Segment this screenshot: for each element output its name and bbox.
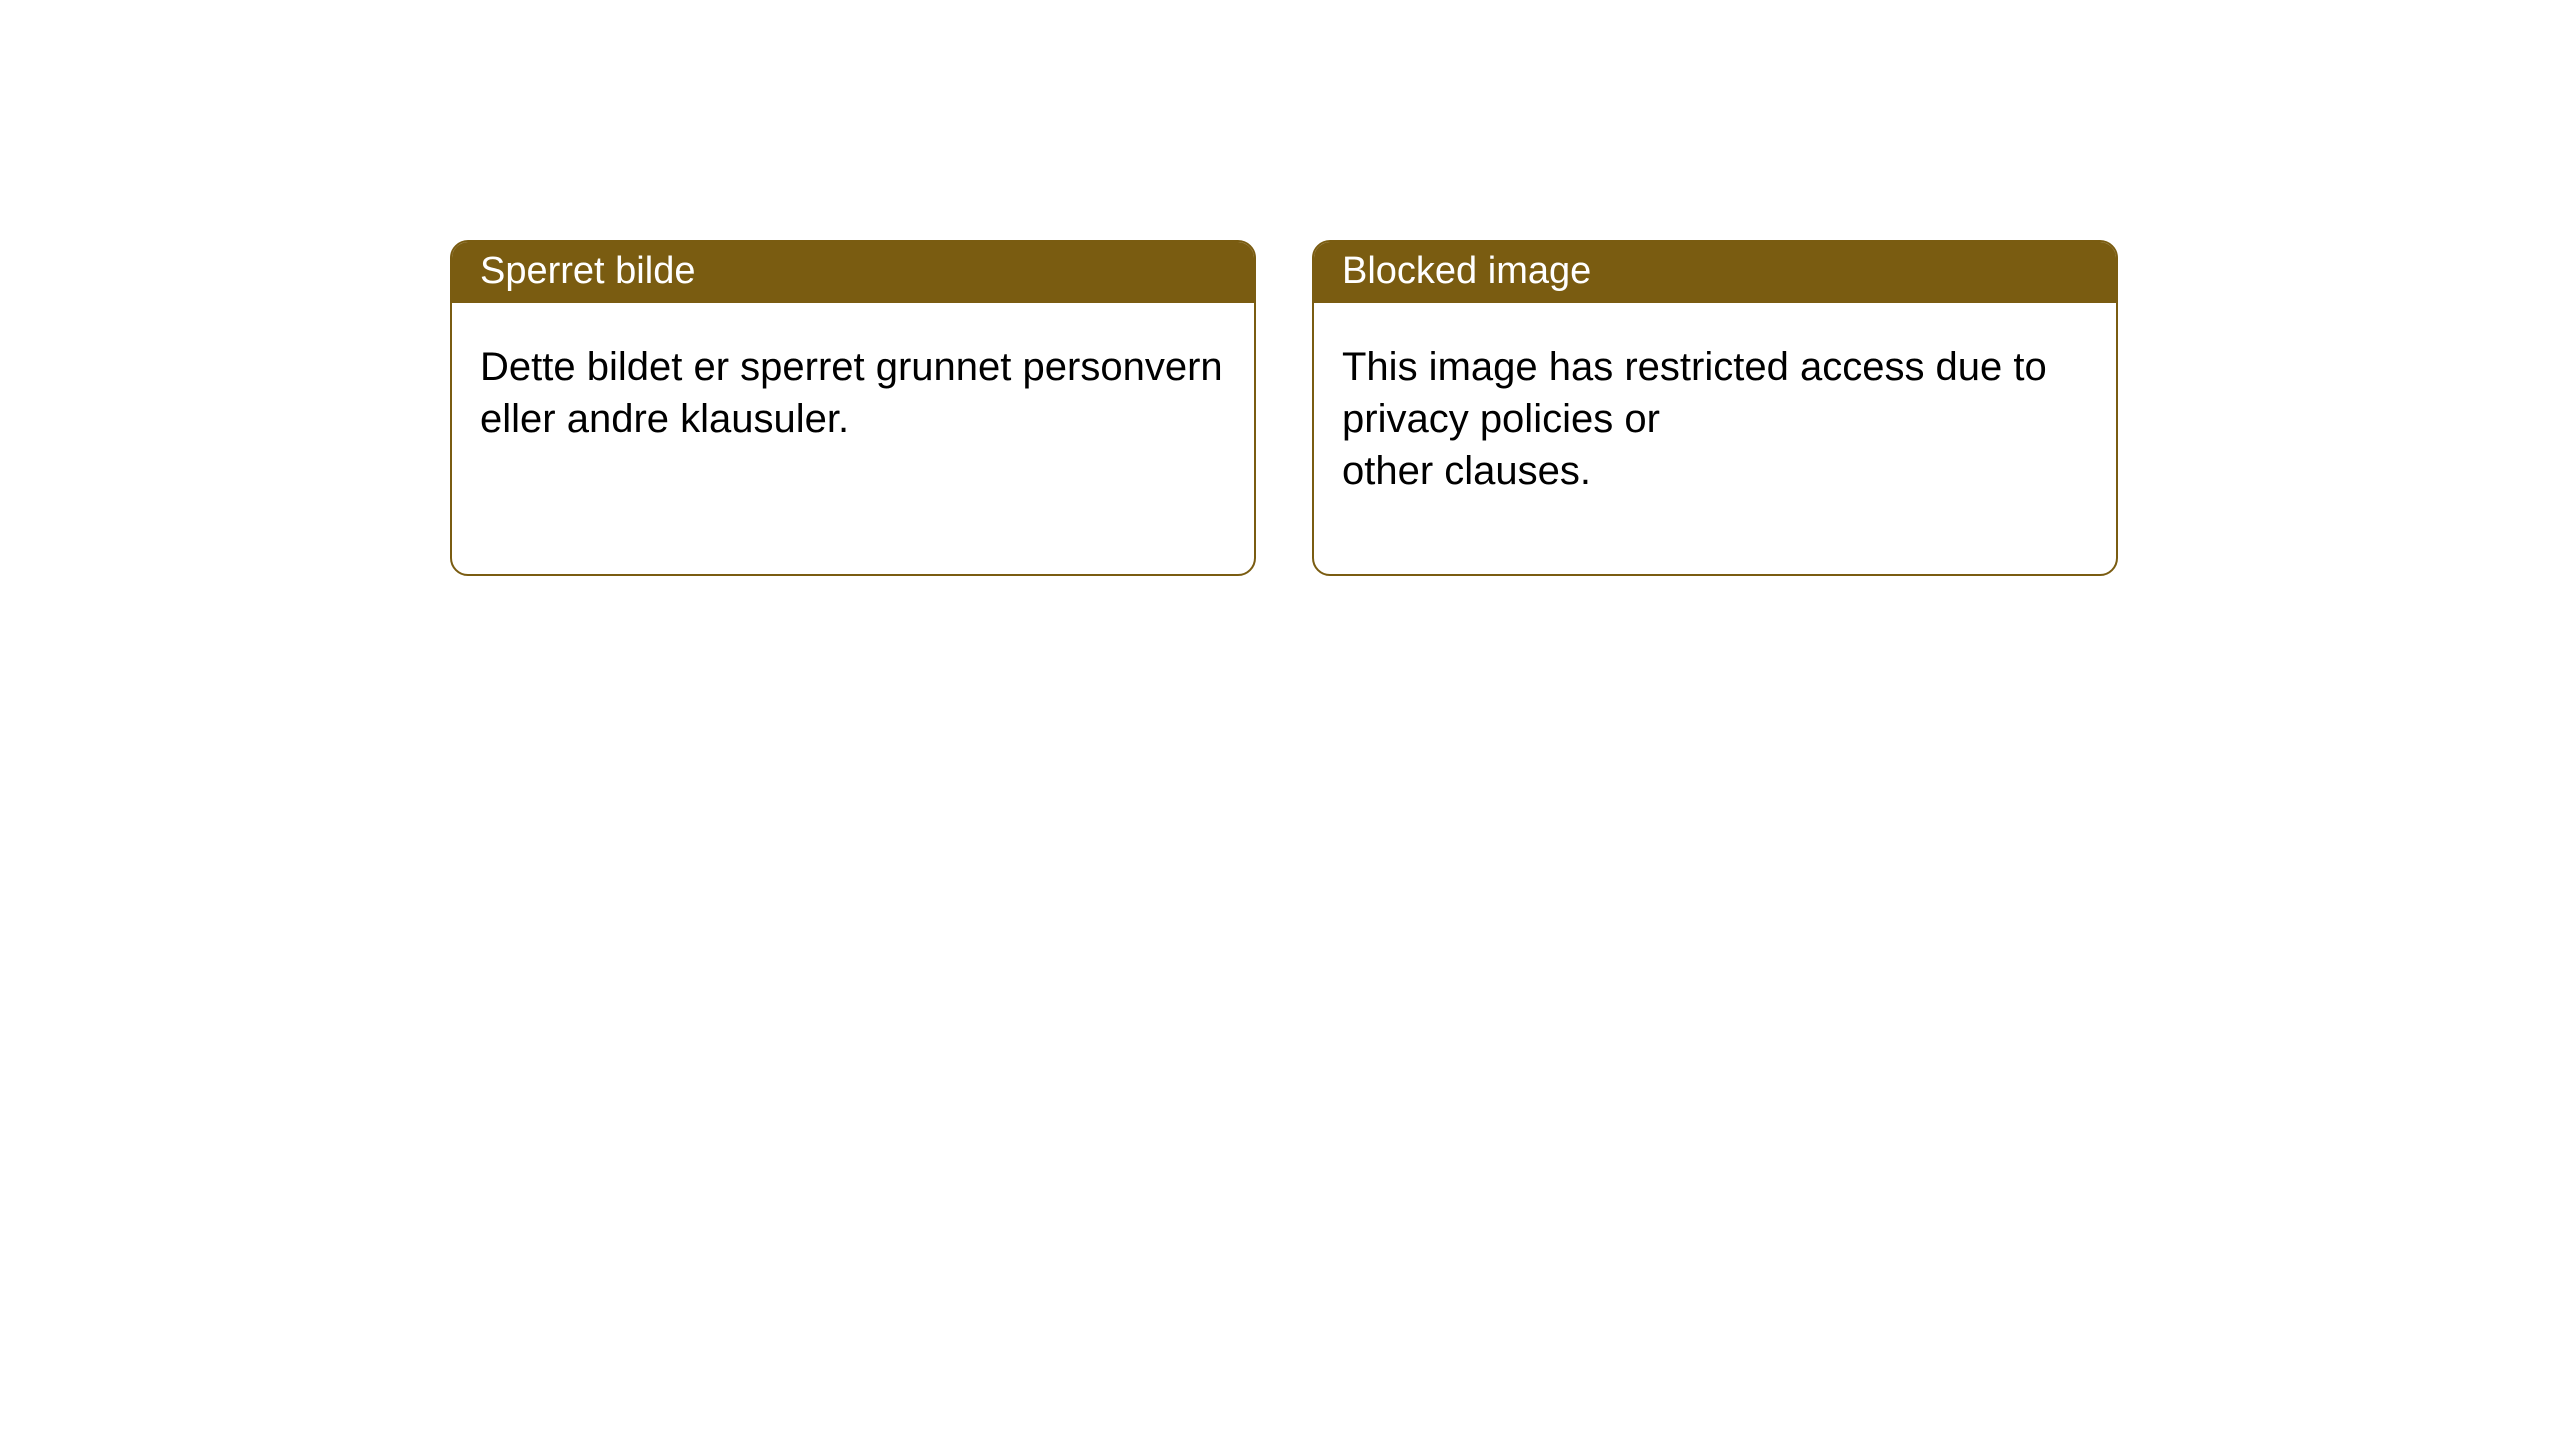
card-body-en: This image has restricted access due to … [1314, 303, 2116, 535]
card-title-no: Sperret bilde [452, 242, 1254, 303]
blocked-image-card-no: Sperret bilde Dette bildet er sperret gr… [450, 240, 1256, 576]
card-body-no: Dette bildet er sperret grunnet personve… [452, 303, 1254, 483]
card-title-en: Blocked image [1314, 242, 2116, 303]
blocked-image-card-en: Blocked image This image has restricted … [1312, 240, 2118, 576]
card-container: Sperret bilde Dette bildet er sperret gr… [0, 0, 2560, 576]
